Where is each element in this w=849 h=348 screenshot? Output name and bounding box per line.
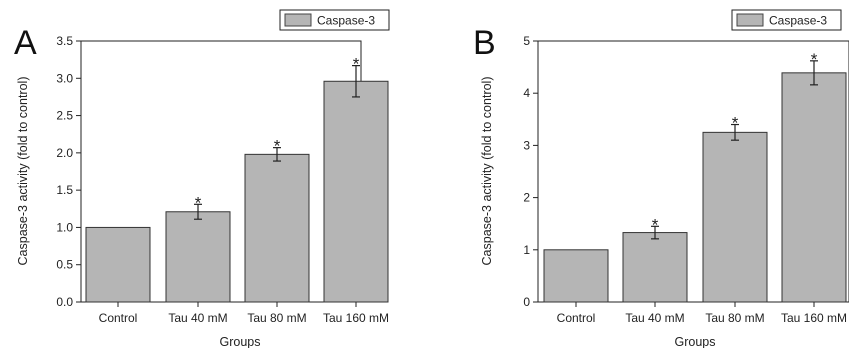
x-axis-title-b: Groups xyxy=(675,335,716,348)
panel-letter-b: B xyxy=(473,24,496,62)
chart-panel-b: B * * * 0 1 2 3 4 5 Control Tau 40 mM Tau 80 mM Ta… xyxy=(473,9,849,348)
x-tick-label-b-2: Tau 80 mM xyxy=(705,311,764,325)
significance-marks-a: * * * xyxy=(195,55,360,213)
error-bar-a-2 xyxy=(273,147,281,162)
y-axis-title-a: Caspase-3 activity (fold to control) xyxy=(16,77,30,266)
bars-a xyxy=(85,80,389,303)
bar-a-3 xyxy=(323,80,389,303)
legend-swatch-a xyxy=(284,13,312,27)
y-ticks-b: 0 1 2 3 4 5 xyxy=(523,34,538,309)
y-tick-label-b-1: 1 xyxy=(523,243,530,257)
x-ticks-a: Control Tau 40 mM Tau 80 mM Tau 160 mM xyxy=(99,302,389,325)
y-tick-label-a-1: 0.5 xyxy=(56,258,73,272)
legend-label-a: Caspase-3 xyxy=(317,14,375,28)
bar-a-2 xyxy=(244,153,310,303)
bar-b-0 xyxy=(543,249,609,303)
bar-a-0 xyxy=(85,226,151,303)
y-tick-label-b-4: 4 xyxy=(523,86,530,100)
error-bar-b-3 xyxy=(810,60,818,86)
y-tick-label-a-5: 2.5 xyxy=(56,109,73,123)
y-tick-label-a-7: 3.5 xyxy=(56,34,73,48)
x-tick-label-a-1: Tau 40 mM xyxy=(168,311,227,325)
chart-panel-a: A * * * 0.0 0.5 1.0 1.5 2.0 2.5 3.0 3.5 Control Ta… xyxy=(14,9,390,348)
x-tick-label-b-1: Tau 40 mM xyxy=(625,311,684,325)
y-tick-label-b-2: 2 xyxy=(523,191,530,205)
legend-label-b: Caspase-3 xyxy=(769,14,827,28)
error-bar-a-3 xyxy=(352,65,360,98)
x-tick-label-a-2: Tau 80 mM xyxy=(247,311,306,325)
bar-b-1 xyxy=(622,232,688,303)
y-tick-label-a-4: 2.0 xyxy=(56,146,73,160)
x-tick-label-b-0: Control xyxy=(557,311,596,325)
y-axis-title-b: Caspase-3 activity (fold to control) xyxy=(480,77,494,266)
significance-star-b-2: * xyxy=(732,114,739,133)
x-tick-label-a-3: Tau 160 mM xyxy=(323,311,389,325)
y-tick-label-a-2: 1.0 xyxy=(56,220,73,234)
error-bar-b-2 xyxy=(731,123,739,141)
y-tick-label-a-6: 3.0 xyxy=(56,71,73,85)
y-tick-label-a-3: 1.5 xyxy=(56,183,73,197)
y-tick-label-a-0: 0.0 xyxy=(56,295,73,309)
significance-star-a-3: * xyxy=(353,55,360,74)
error-bars-a xyxy=(194,65,360,220)
y-tick-label-b-3: 3 xyxy=(523,138,530,152)
error-bar-a-1 xyxy=(194,203,202,220)
legend-a: Caspase-3 xyxy=(279,9,390,31)
significance-star-a-1: * xyxy=(195,193,202,212)
bar-b-3 xyxy=(781,72,847,303)
significance-star-b-1: * xyxy=(652,215,659,234)
plot-frame-b xyxy=(537,40,849,303)
significance-star-a-2: * xyxy=(274,137,281,156)
legend-swatch-b xyxy=(736,13,764,27)
bar-a-1 xyxy=(165,211,231,303)
y-tick-label-b-5: 5 xyxy=(523,34,530,48)
bars-b xyxy=(543,72,847,303)
x-axis-title-a: Groups xyxy=(220,335,261,348)
bar-b-2 xyxy=(702,131,768,303)
x-tick-label-b-3: Tau 160 mM xyxy=(781,311,847,325)
y-tick-label-b-0: 0 xyxy=(523,295,530,309)
error-bars-b xyxy=(651,60,818,240)
y-ticks-a: 0.0 0.5 1.0 1.5 2.0 2.5 3.0 3.5 xyxy=(56,34,81,309)
legend-b: Caspase-3 xyxy=(731,9,842,31)
significance-marks-b: * * * xyxy=(652,50,818,234)
error-bar-b-1 xyxy=(651,225,659,240)
x-tick-label-a-0: Control xyxy=(99,311,138,325)
x-ticks-b: Control Tau 40 mM Tau 80 mM Tau 160 mM xyxy=(557,302,847,325)
significance-star-b-3: * xyxy=(811,50,818,69)
panel-letter-a: A xyxy=(14,24,37,62)
